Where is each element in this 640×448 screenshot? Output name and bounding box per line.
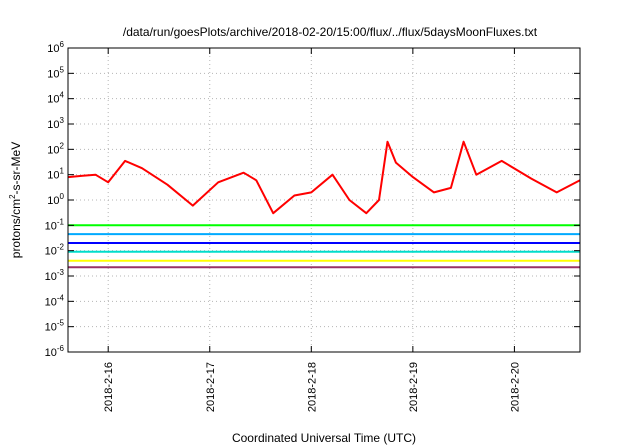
y-tick-label: 10-3 — [45, 268, 65, 283]
y-axis-label-sup: 2 — [8, 194, 17, 199]
x-axis-label: Coordinated Universal Time (UTC) — [232, 431, 416, 445]
y-tick-label: 102 — [47, 141, 64, 156]
grid — [68, 48, 580, 352]
y-tick-label: 101 — [47, 167, 64, 182]
series-line-1 — [67, 140, 581, 215]
y-tick-label: 10-5 — [45, 319, 65, 334]
x-axis: 2018-2-16 2018-2-17 2018-2-18 2018-2-19 2018… — [103, 48, 521, 412]
y-tick-label: 10-6 — [45, 344, 65, 359]
y-tick-label: 104 — [47, 91, 64, 106]
x-tick-label: 2018-2-20 — [509, 362, 521, 412]
data-series — [67, 140, 581, 269]
y-tick-label: 106 — [47, 40, 64, 55]
x-tick-label: 2018-2-16 — [103, 362, 115, 412]
x-tick-label: 2018-2-19 — [408, 362, 420, 412]
y-tick-label: 10-2 — [45, 243, 65, 258]
y-tick-label: 10-4 — [45, 293, 65, 308]
y-tick-label: 10-1 — [45, 217, 65, 232]
y-tick-label: 105 — [47, 65, 64, 80]
chart-title: /data/run/goesPlots/archive/2018-02-20/1… — [123, 25, 538, 39]
y-tick-label: 100 — [47, 192, 64, 207]
y-axis-label: protons/cm2-s-sr-MeV — [8, 142, 23, 258]
y-axis-label-suffix: -s-sr-MeV — [9, 142, 23, 195]
x-tick-label: 2018-2-17 — [205, 362, 217, 412]
y-axis: 10-6 10-5 10-4 10-3 10-2 10-1 100 101 102 103 104 1… — [45, 40, 580, 359]
y-tick-label: 103 — [47, 116, 64, 131]
y-axis-label-prefix: protons/cm — [9, 199, 23, 258]
x-tick-label: 2018-2-18 — [306, 362, 318, 412]
